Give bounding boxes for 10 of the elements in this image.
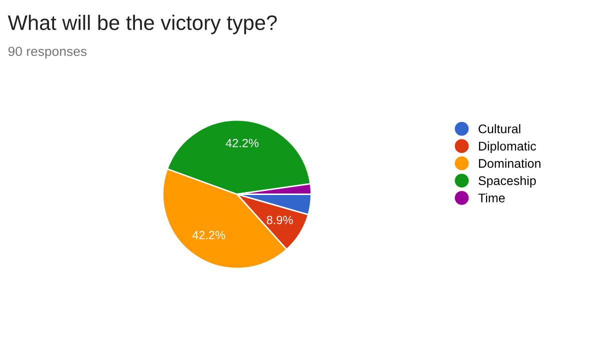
legend-label: Time	[478, 193, 505, 202]
legend-label: Diplomatic	[479, 141, 536, 154]
data-label: 42.2%	[226, 138, 259, 148]
data-label: 42.2%	[192, 230, 226, 240]
legend-label: Domination	[479, 158, 540, 168]
data-label: 8.9%	[266, 216, 293, 224]
legend-label: Spaceship	[478, 176, 536, 188]
chart-title: What will be the victory type?	[8, 14, 277, 34]
text: 90 responses	[8, 46, 87, 59]
legend-label: Cultural	[478, 124, 520, 134]
